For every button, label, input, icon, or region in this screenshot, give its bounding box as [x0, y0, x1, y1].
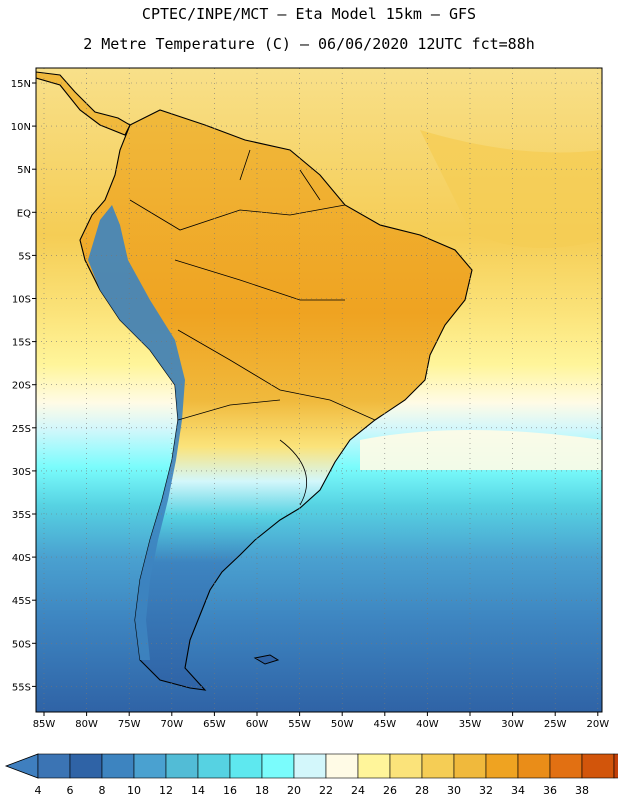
lat-tick-label: 15S: [12, 338, 31, 349]
colorbar-segment: [549, 753, 583, 779]
lon-tick-label: 55W: [288, 719, 311, 730]
colorbar-segment: [197, 753, 231, 779]
colorbar-label: 24: [351, 784, 365, 797]
lat-tick-label: EQ: [17, 208, 31, 219]
colorbar-label: 22: [319, 784, 333, 797]
colorbar-label: 16: [223, 784, 237, 797]
lat-tick-label: 35S: [12, 510, 31, 521]
colorbar-segment: [613, 753, 618, 779]
falkland-islands: [253, 654, 280, 665]
colorbar: 4 6 8 10 12 14 16 18 20 22 24 26 28 30 32 34 36 38: [4, 753, 618, 797]
colorbar-label: 18: [255, 784, 269, 797]
lat-tick-label: 5S: [18, 251, 31, 262]
colorbar-segment: [453, 753, 487, 779]
lon-tick-label: 85W: [33, 719, 56, 730]
lon-tick-label: 30W: [501, 719, 524, 730]
lat-tick-label: 20S: [12, 381, 31, 392]
lat-tick-label: 30S: [12, 467, 31, 478]
colorbar-label: 12: [159, 784, 173, 797]
central-america-land: [36, 71, 131, 136]
colorbar-label: 14: [191, 784, 205, 797]
colorbar-segment: [229, 753, 263, 779]
latitude-axis: 15N 10N 5N EQ 5S 10S 15S 20S 25S 30S 35S 40S 45S 50S 5…: [11, 79, 36, 693]
lat-tick-label: 15N: [11, 79, 31, 90]
colorbar-segment: [421, 753, 455, 779]
colorbar-segment: [389, 753, 423, 779]
lon-tick-label: 25W: [544, 719, 567, 730]
lat-tick-label: 10N: [11, 122, 31, 133]
lat-tick-label: 50S: [12, 639, 31, 650]
colorbar-segment: [325, 753, 359, 779]
colorbar-segment: [517, 753, 551, 779]
colorbar-label: 36: [543, 784, 557, 797]
colorbar-label: 38: [575, 784, 589, 797]
colorbar-label: 32: [479, 784, 493, 797]
longitude-axis: 85W 80W 75W 70W 65W 60W 55W 50W 45W 40W 35W 30W 25W 2…: [33, 712, 609, 730]
colorbar-label: 26: [383, 784, 397, 797]
colorbar-label: 10: [127, 784, 141, 797]
andes-cold-strip: [88, 205, 185, 660]
colorbar-segment: [69, 753, 103, 779]
lat-tick-label: 5N: [17, 165, 31, 176]
title-line-1: CPTEC/INPE/MCT – Eta Model 15km – GFS: [141, 5, 477, 23]
colorbar-segment: [485, 753, 519, 779]
lon-tick-label: 65W: [203, 719, 226, 730]
lat-tick-label: 25S: [12, 424, 31, 435]
lon-tick-label: 20W: [586, 719, 609, 730]
lon-tick-label: 45W: [373, 719, 396, 730]
lon-tick-label: 35W: [459, 719, 482, 730]
colorbar-segment: [581, 753, 615, 779]
lon-tick-label: 70W: [160, 719, 183, 730]
lon-tick-label: 50W: [331, 719, 354, 730]
colorbar-label: 28: [415, 784, 429, 797]
colorbar-segment: [101, 753, 135, 779]
lon-tick-label: 75W: [118, 719, 141, 730]
colorbar-label: 8: [99, 784, 106, 797]
colorbar-segment: [37, 753, 71, 779]
ocean-pale-band: [360, 430, 602, 470]
colorbar-label: 20: [287, 784, 301, 797]
lat-tick-label: 55S: [12, 682, 31, 693]
lon-tick-label: 80W: [75, 719, 98, 730]
colorbar-label: 6: [67, 784, 74, 797]
map-frame: [35, 67, 603, 713]
colorbar-label: 34: [511, 784, 525, 797]
title-line-2: 2 Metre Temperature (C) – 06/06/2020 12U…: [83, 35, 535, 53]
lat-tick-label: 45S: [12, 596, 31, 607]
ocean-warm-band: [420, 130, 602, 248]
colorbar-segment: [133, 753, 167, 779]
lat-tick-label: 40S: [12, 553, 31, 564]
colorbar-segment: [261, 753, 295, 779]
colorbar-label: 4: [35, 784, 42, 797]
colorbar-segment: [293, 753, 327, 779]
country-borders: [129, 149, 376, 506]
lon-tick-label: 40W: [416, 719, 439, 730]
colorbar-label: 30: [447, 784, 461, 797]
colorbar-segment: [357, 753, 391, 779]
lon-tick-label: 60W: [246, 719, 269, 730]
lat-tick-label: 10S: [12, 295, 31, 306]
colorbar-under-arrow: [4, 753, 39, 779]
colorbar-segment: [165, 753, 199, 779]
